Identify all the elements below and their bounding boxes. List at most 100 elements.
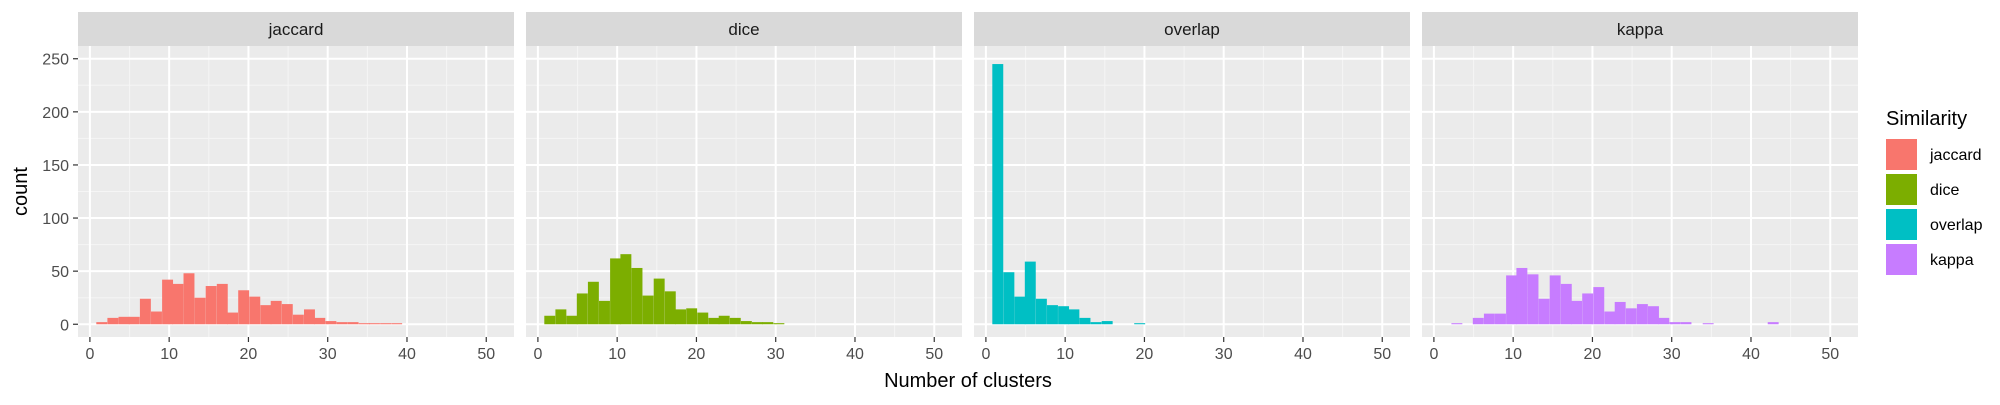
histogram-bar-jaccard — [194, 297, 206, 325]
x-tick-label: 10 — [160, 346, 178, 363]
histogram-bar-jaccard — [304, 309, 315, 325]
histogram-bar-overlap — [1134, 323, 1146, 325]
x-tick-label: 50 — [477, 346, 495, 363]
histogram-bar-dice — [620, 254, 632, 325]
x-tick-label: 0 — [981, 346, 990, 363]
histogram-bar-dice — [631, 267, 643, 325]
histogram-bar-kappa — [1625, 308, 1637, 325]
x-tick-label: 40 — [846, 346, 864, 363]
x-tick-label: 50 — [925, 346, 943, 363]
facet-strip-label-overlap: overlap — [1164, 20, 1220, 39]
histogram-bar-dice — [555, 309, 567, 325]
histogram-bar-jaccard — [391, 323, 403, 325]
histogram-bar-overlap — [1003, 272, 1015, 325]
histogram-bar-jaccard — [118, 316, 130, 325]
legend-label-overlap: overlap — [1930, 217, 1983, 234]
histogram-bar-dice — [675, 309, 687, 325]
x-tick-label: 10 — [1056, 346, 1074, 363]
histogram-bar-jaccard — [162, 279, 174, 325]
histogram-bar-jaccard — [151, 311, 162, 325]
x-tick-label: 20 — [1584, 346, 1602, 363]
legend-label-jaccard: jaccard — [1929, 147, 1982, 164]
facet-strip-jaccard — [78, 12, 514, 46]
histogram-bar-kappa — [1680, 322, 1692, 325]
x-tick-label: 40 — [1294, 346, 1312, 363]
histogram-bar-jaccard — [380, 323, 392, 325]
histogram-bar-kappa — [1527, 274, 1539, 325]
histogram-bar-kappa — [1658, 317, 1670, 325]
histogram-bar-dice — [653, 278, 665, 325]
x-tick-label: 40 — [398, 346, 416, 363]
legend-key-jaccard — [1886, 139, 1917, 170]
y-tick-label: 50 — [51, 264, 69, 281]
histogram-bar-jaccard — [216, 283, 228, 325]
histogram-bar-dice — [718, 315, 730, 325]
y-axis-title: count — [10, 167, 32, 216]
histogram-bar-dice — [576, 293, 588, 325]
histogram-bar-dice — [686, 308, 698, 325]
histogram-bar-dice — [599, 300, 610, 325]
histogram-bar-jaccard — [172, 283, 184, 325]
histogram-bar-jaccard — [128, 316, 140, 325]
histogram-bar-dice — [544, 315, 556, 325]
histogram-bar-dice — [610, 258, 622, 325]
legend-key-kappa — [1886, 244, 1917, 275]
x-tick-label: 30 — [1215, 346, 1233, 363]
histogram-bar-jaccard — [314, 317, 326, 325]
histogram-bar-kappa — [1767, 322, 1779, 325]
histogram-bar-jaccard — [107, 317, 119, 325]
x-tick-label: 10 — [608, 346, 626, 363]
histogram-bar-jaccard — [96, 322, 108, 325]
histogram-bar-kappa — [1516, 267, 1528, 325]
histogram-bar-jaccard — [260, 305, 272, 325]
facet-strip-kappa — [1422, 12, 1858, 46]
histogram-bar-kappa — [1604, 311, 1616, 325]
histogram-bar-overlap — [992, 64, 1004, 325]
x-tick-label: 0 — [85, 346, 94, 363]
facet-strip-label-kappa: kappa — [1617, 20, 1664, 39]
x-tick-label: 30 — [1663, 346, 1681, 363]
x-tick-label: 50 — [1373, 346, 1391, 363]
legend-key-overlap — [1886, 209, 1917, 240]
legend-label-kappa: kappa — [1930, 252, 1974, 269]
histogram-bar-overlap — [1090, 322, 1102, 325]
histogram-bar-kappa — [1669, 322, 1681, 325]
histogram-bar-jaccard — [325, 321, 337, 325]
histogram-bar-dice — [740, 321, 752, 325]
histogram-bar-kappa — [1495, 313, 1506, 325]
histogram-bar-kappa — [1538, 298, 1550, 325]
histogram-bar-dice — [587, 281, 599, 325]
histogram-bar-jaccard — [227, 312, 239, 325]
facet-strip-label-jaccard: jaccard — [268, 20, 324, 39]
histogram-bar-jaccard — [369, 323, 380, 325]
histogram-bar-kappa — [1636, 304, 1648, 325]
histogram-bar-jaccard — [281, 304, 293, 325]
histogram-bar-overlap — [1014, 296, 1026, 325]
histogram-bar-jaccard — [249, 296, 261, 325]
x-tick-label: 20 — [240, 346, 258, 363]
histogram-bar-kappa — [1483, 313, 1495, 325]
histogram-bar-jaccard — [183, 273, 195, 325]
legend-title: Similarity — [1886, 108, 1967, 130]
y-tick-label: 0 — [60, 317, 69, 334]
histogram-bar-jaccard — [139, 298, 151, 325]
histogram-bar-dice — [566, 315, 578, 325]
x-tick-label: 0 — [1429, 346, 1438, 363]
histogram-bar-overlap — [1101, 321, 1113, 325]
histogram-bar-jaccard — [336, 322, 348, 325]
x-tick-label: 20 — [1136, 346, 1154, 363]
x-tick-label: 20 — [688, 346, 706, 363]
x-tick-label: 0 — [533, 346, 542, 363]
histogram-bar-kappa — [1648, 306, 1659, 325]
histogram-bar-dice — [762, 322, 774, 325]
y-tick-label: 150 — [42, 158, 69, 175]
histogram-bar-overlap — [1047, 305, 1058, 325]
histogram-bar-dice — [642, 295, 654, 325]
histogram-bar-kappa — [1593, 287, 1605, 325]
histogram-bar-dice — [729, 317, 741, 325]
facet-strip-overlap — [974, 12, 1410, 46]
histogram-bar-kappa — [1560, 283, 1572, 325]
histogram-bar-overlap — [1068, 309, 1080, 325]
